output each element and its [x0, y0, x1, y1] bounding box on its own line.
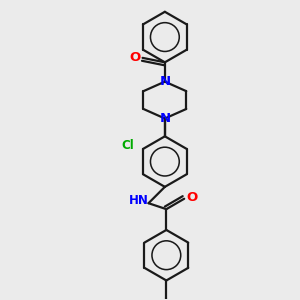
Text: O: O	[130, 51, 141, 64]
Text: N: N	[159, 112, 170, 125]
Text: HN: HN	[129, 194, 149, 207]
Text: Cl: Cl	[122, 140, 134, 152]
Text: N: N	[159, 75, 170, 88]
Text: O: O	[186, 191, 197, 204]
